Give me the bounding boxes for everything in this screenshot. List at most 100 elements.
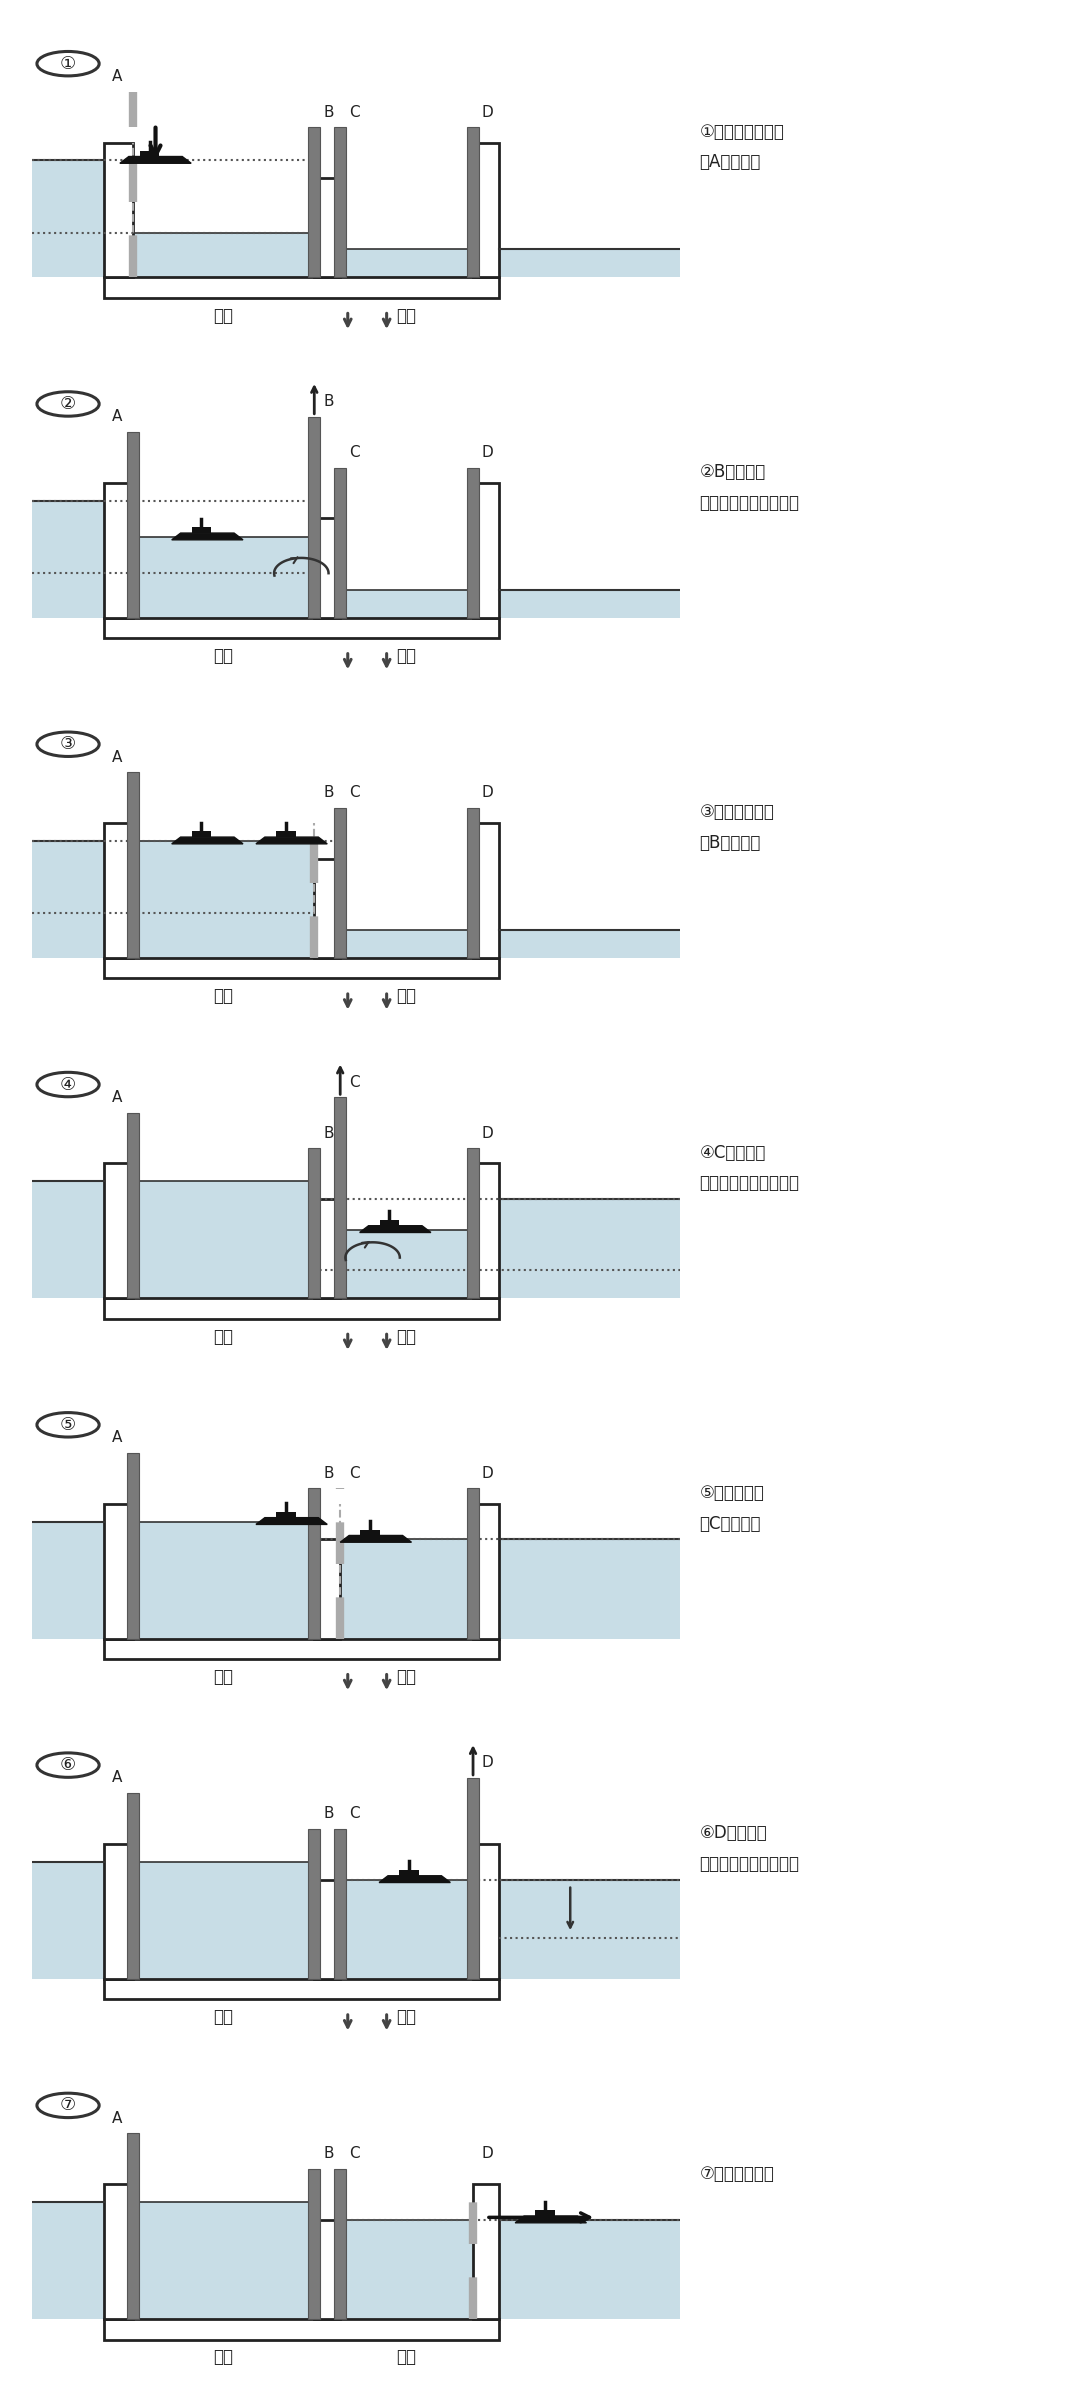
Bar — [275, 831, 296, 836]
Text: B: B — [323, 1806, 334, 1822]
Bar — [133, 1522, 314, 1639]
Bar — [104, 1162, 133, 1298]
Text: D: D — [482, 105, 494, 119]
Polygon shape — [515, 2215, 586, 2222]
Bar — [473, 1162, 499, 1298]
Bar — [104, 824, 133, 958]
Polygon shape — [256, 1517, 327, 1524]
Text: C: C — [349, 2146, 360, 2160]
Text: ⑤閘室へ移動
　Cを閉じる: ⑤閘室へ移動 Cを閉じる — [700, 1484, 765, 1532]
Bar — [314, 860, 340, 958]
Text: ①: ① — [60, 55, 76, 74]
Bar — [314, 2220, 340, 2320]
Text: 閘室: 閘室 — [396, 2349, 417, 2365]
Bar — [499, 2220, 680, 2320]
Text: C: C — [349, 1074, 360, 1089]
Bar — [335, 467, 346, 617]
Bar — [379, 1220, 400, 1227]
Bar — [32, 1181, 104, 1298]
Text: ⑦: ⑦ — [60, 2096, 76, 2115]
Bar — [133, 536, 314, 617]
Bar — [127, 2134, 138, 2320]
Bar — [275, 1513, 296, 1517]
Bar — [314, 1539, 340, 1639]
Bar — [309, 1829, 320, 1979]
Bar — [335, 2170, 346, 2320]
Bar — [127, 1794, 138, 1979]
Text: D: D — [482, 1127, 494, 1141]
Polygon shape — [120, 157, 191, 164]
Bar — [32, 160, 104, 276]
Bar — [468, 1148, 478, 1298]
Bar — [309, 126, 320, 276]
Bar — [340, 1879, 473, 1979]
Text: A: A — [111, 1770, 122, 1786]
Bar — [473, 1503, 499, 1639]
Bar — [139, 150, 160, 157]
Bar — [340, 1229, 473, 1298]
Text: ⑥: ⑥ — [60, 1756, 76, 1775]
Bar — [127, 772, 138, 958]
Text: A: A — [111, 410, 122, 424]
Bar — [340, 929, 473, 958]
Bar — [104, 1844, 133, 1979]
Text: 閘室: 閘室 — [214, 986, 233, 1005]
Text: A: A — [111, 1091, 122, 1105]
Text: D: D — [482, 1465, 494, 1482]
Bar — [127, 1112, 138, 1298]
Bar — [32, 1863, 104, 1979]
Bar — [468, 1777, 478, 1979]
Text: 閘室: 閘室 — [214, 648, 233, 665]
Text: C: C — [349, 1465, 360, 1482]
Text: C: C — [349, 105, 360, 119]
Text: ④: ④ — [60, 1077, 76, 1093]
Text: 閘室: 閘室 — [396, 2008, 417, 2027]
Bar — [535, 2210, 555, 2215]
Bar — [32, 500, 104, 617]
Text: 閘室: 閘室 — [214, 307, 233, 324]
Text: B: B — [323, 786, 334, 800]
Bar — [468, 467, 478, 617]
Text: D: D — [482, 786, 494, 800]
Bar — [32, 1522, 104, 1639]
Text: A: A — [111, 750, 122, 765]
Bar — [335, 126, 346, 276]
Text: D: D — [482, 1756, 494, 1770]
Text: 閘室: 閘室 — [396, 1327, 417, 1346]
Bar — [314, 1198, 340, 1298]
Bar — [133, 841, 314, 958]
Text: 閘室: 閘室 — [396, 986, 417, 1005]
Bar — [127, 1453, 138, 1639]
Bar — [32, 841, 104, 958]
Bar — [104, 276, 499, 298]
Text: ②Bを開けて
　閘室の水位を上げる: ②Bを開けて 閘室の水位を上げる — [700, 462, 799, 512]
Bar — [104, 958, 499, 979]
Text: ①閘室へ入船し、
　Aを閉める: ①閘室へ入船し、 Aを閉める — [700, 124, 784, 172]
Bar — [473, 824, 499, 958]
Bar — [499, 250, 680, 276]
Text: ③: ③ — [60, 736, 76, 753]
Bar — [335, 807, 346, 958]
Text: 閘室: 閘室 — [396, 648, 417, 665]
Bar — [309, 1148, 320, 1298]
Bar — [473, 484, 499, 617]
Bar — [473, 2184, 499, 2320]
Bar — [314, 179, 340, 276]
Bar — [191, 526, 212, 534]
Text: ④Cを開けて
　閘室の水位を上げる: ④Cを開けて 閘室の水位を上げる — [700, 1143, 799, 1193]
Text: B: B — [323, 393, 334, 410]
Bar — [104, 484, 133, 617]
Text: C: C — [349, 786, 360, 800]
Bar — [468, 807, 478, 958]
Bar — [133, 2201, 314, 2320]
Bar — [309, 417, 320, 617]
Bar — [499, 591, 680, 617]
Text: ③閘室から移動
　Bを閉じる: ③閘室から移動 Bを閉じる — [700, 803, 774, 853]
Polygon shape — [172, 534, 243, 541]
Bar — [340, 1539, 473, 1639]
Bar — [399, 1870, 419, 1875]
Bar — [340, 591, 473, 617]
Bar — [499, 929, 680, 958]
Bar — [314, 1879, 340, 1979]
Bar — [314, 519, 340, 617]
